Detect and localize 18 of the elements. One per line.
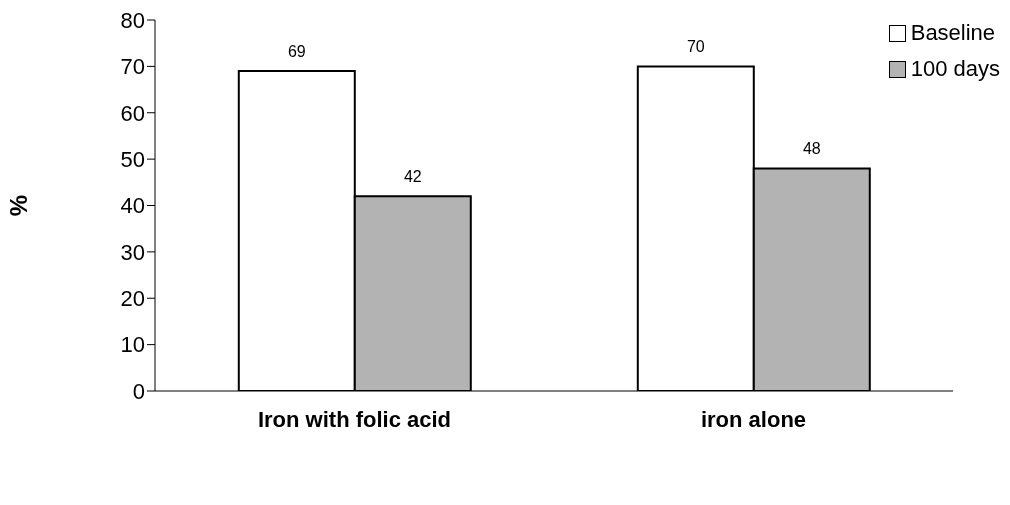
y-tick-label: 20 (120, 286, 145, 312)
y-tick-label: 80 (120, 7, 145, 33)
x-tick-label: Iron with folic acid (257, 406, 452, 432)
data-label: 42 (403, 168, 422, 186)
y-tick-label: 10 (120, 332, 145, 358)
y-tick-label: 70 (120, 54, 145, 80)
legend-label: 100 days (910, 56, 1000, 82)
legend-label: Baseline (910, 20, 996, 46)
x-tick-label: iron alone (700, 406, 807, 432)
y-tick-label: 50 (120, 146, 145, 172)
y-tick-label: 60 (120, 100, 145, 126)
y-tick-label: 0 (132, 378, 145, 404)
data-label: 48 (802, 140, 821, 158)
y-tick-label: 40 (120, 193, 145, 219)
data-label: 70 (686, 38, 705, 56)
data-label: 69 (287, 43, 306, 61)
y-tick-label: 30 (120, 239, 145, 265)
y-axis-title: % (4, 194, 32, 217)
